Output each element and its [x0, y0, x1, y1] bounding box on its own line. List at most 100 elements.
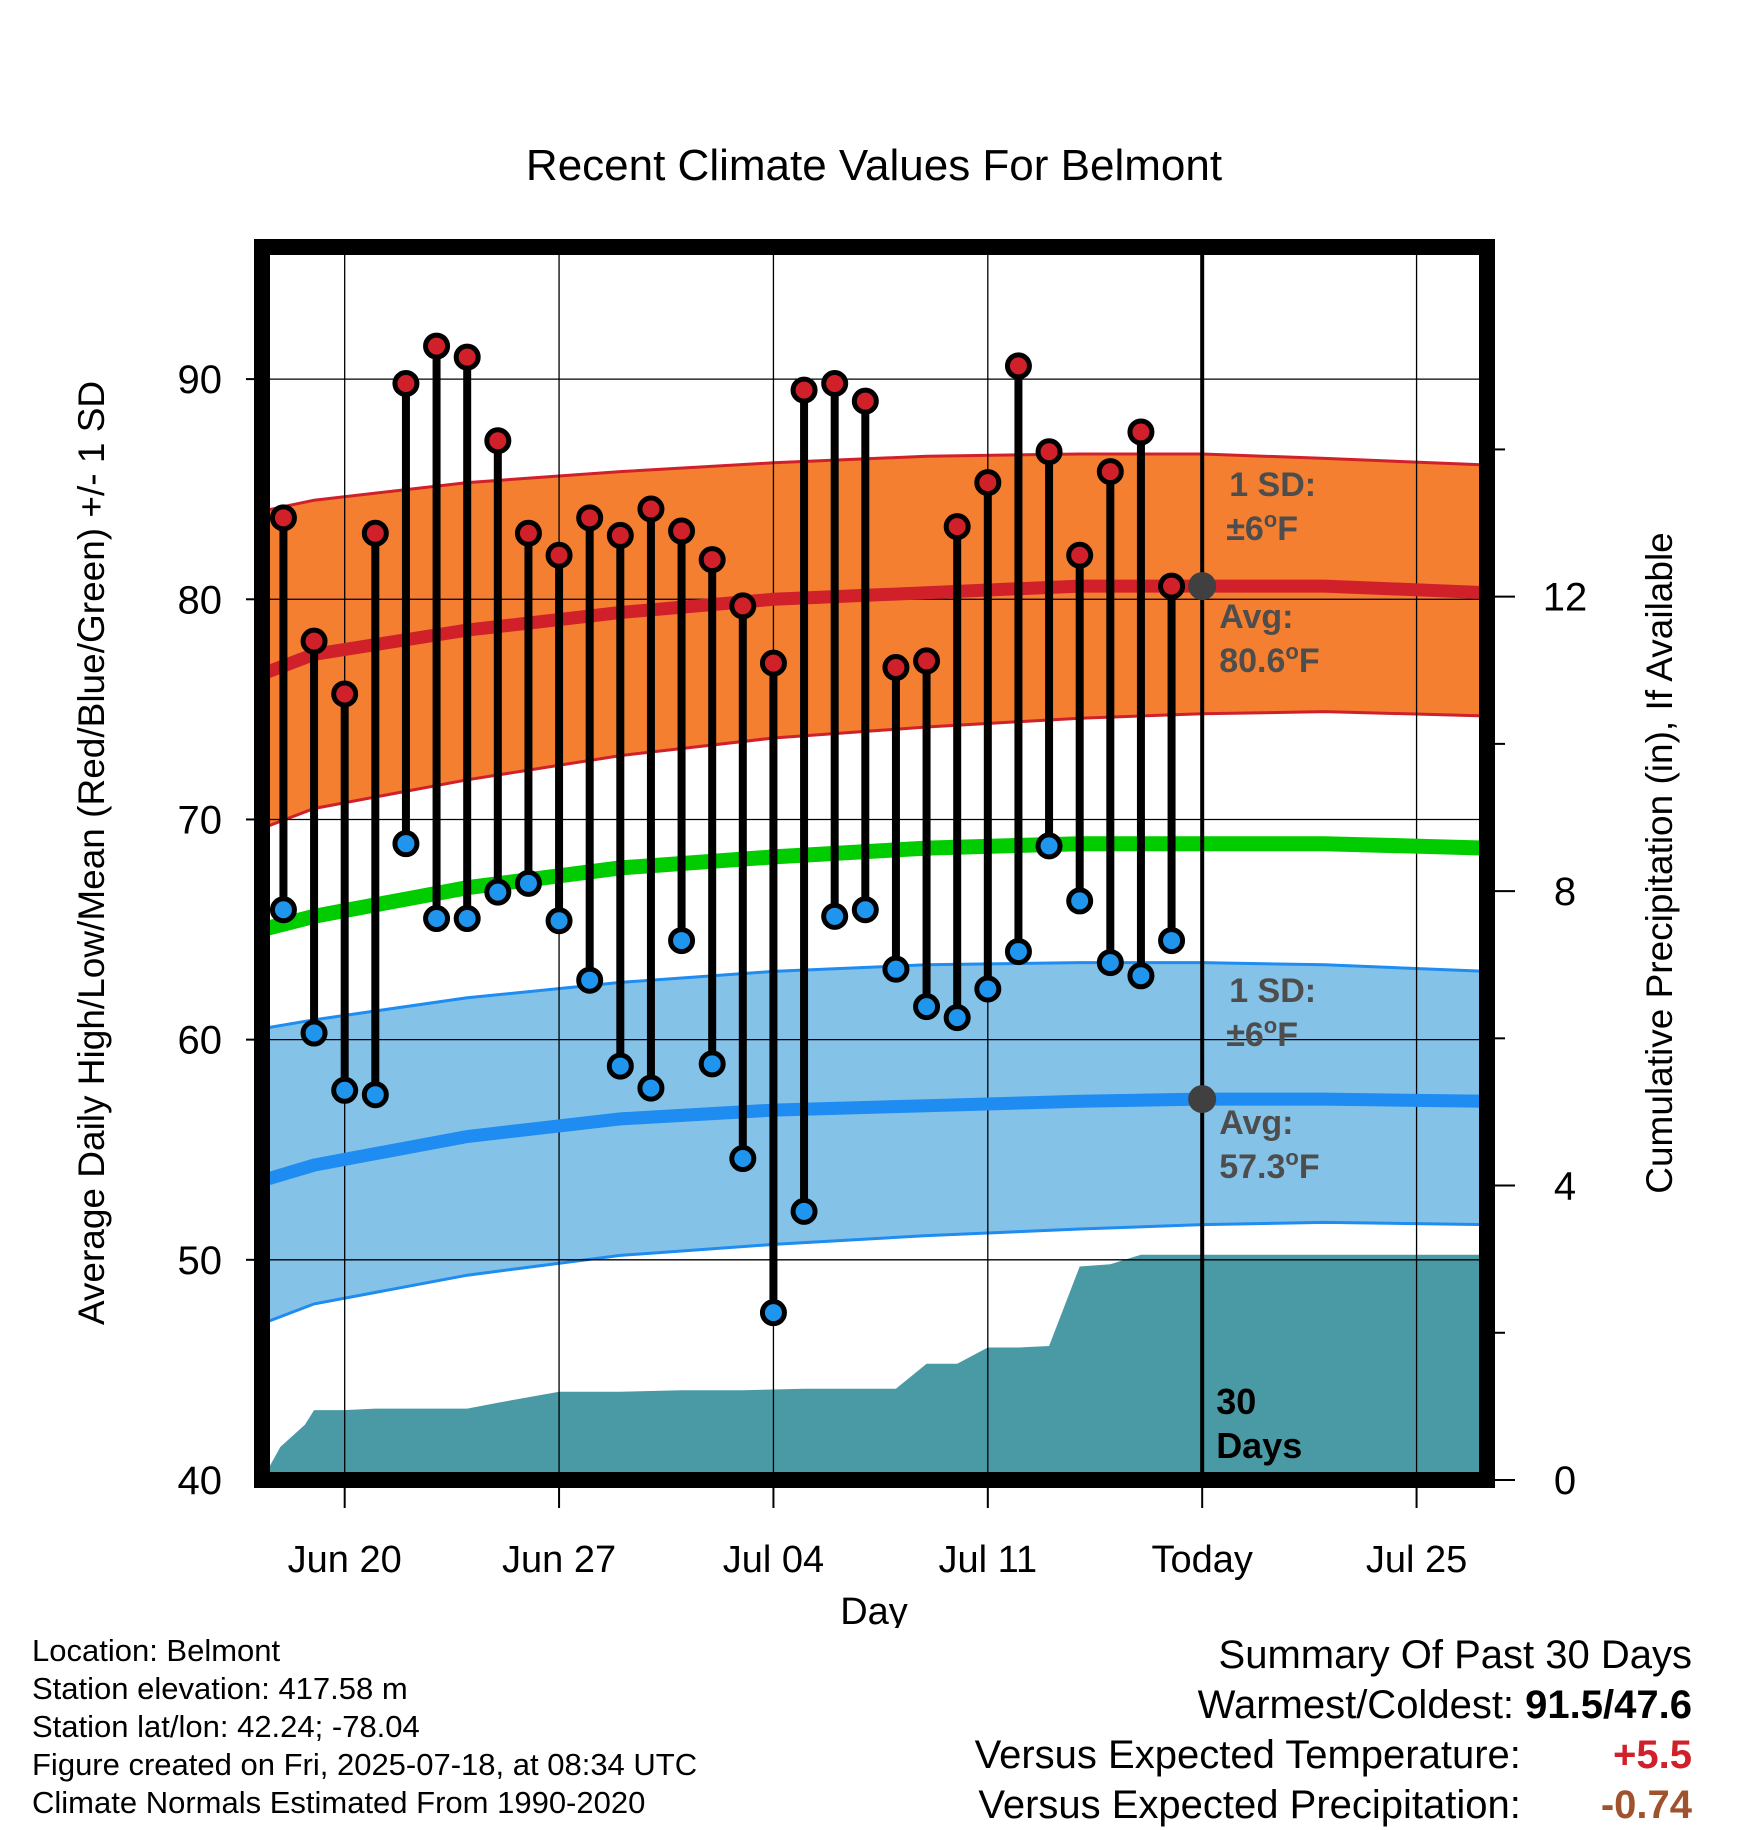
low-avg-value: 57.3oF	[1219, 1145, 1319, 1186]
daily-high-point	[545, 541, 573, 569]
y-tick-label-right: 8	[1554, 870, 1576, 914]
plot-frame	[254, 239, 1495, 1488]
daily-low-point	[423, 905, 451, 933]
x-tick-label: Jun 27	[502, 1539, 616, 1581]
elevation-text: Station elevation: 417.58 m	[32, 1671, 408, 1706]
daily-low-point	[759, 1299, 787, 1327]
daily-high-point	[913, 647, 941, 675]
daily-high-point	[361, 519, 389, 547]
climate-chart: Recent Climate Values For Belmont 1 SD:±…	[71, 141, 1680, 1628]
high-avg-label: Avg:	[1219, 598, 1293, 636]
daily-low-point	[851, 896, 879, 924]
daily-low-point	[576, 966, 604, 994]
y-tick-label-left: 90	[178, 358, 223, 402]
low-sd-label: 1 SD:	[1229, 972, 1316, 1010]
low-sd-value: ±6oF	[1226, 1013, 1298, 1054]
y-tick-label-right: 4	[1554, 1165, 1576, 1209]
daily-high-point	[576, 504, 604, 532]
y-tick-label-right: 0	[1554, 1459, 1576, 1503]
temperature-anomaly-label: Versus Expected Temperature:	[974, 1733, 1521, 1777]
low-avg-label: Avg:	[1219, 1104, 1293, 1142]
low-sd-lower-line	[262, 1220, 1487, 1326]
days-count-label: 30	[1216, 1381, 1256, 1422]
daily-low-point	[453, 905, 481, 933]
daily-high-point	[392, 370, 420, 398]
chart-title: Recent Climate Values For Belmont	[526, 141, 1222, 190]
normal-high-line	[262, 579, 1487, 681]
daily-low-point	[545, 907, 573, 935]
daily-low-point	[361, 1081, 389, 1109]
low-sd-upper-line	[262, 961, 1487, 1031]
daily-low-point	[821, 902, 849, 930]
precipitation-area	[262, 1254, 1487, 1480]
high-sd-upper-line	[262, 452, 1487, 513]
daily-high-point	[821, 370, 849, 398]
daily-low-point	[1096, 949, 1124, 977]
x-tick-label: Jul 11	[939, 1539, 1038, 1581]
daily-low-point	[943, 1004, 971, 1032]
daily-low-point	[1127, 962, 1155, 990]
daily-high-point	[851, 387, 879, 415]
x-tick-label: Jul 04	[723, 1539, 824, 1581]
plot-content	[262, 247, 1487, 1480]
y-tick-label-left: 40	[178, 1459, 223, 1503]
precipitation-anomaly-label: Versus Expected Precipitation:	[978, 1783, 1521, 1827]
summary-title: Summary Of Past 30 Days	[1218, 1633, 1692, 1677]
created-text: Figure created on Fri, 2025-07-18, at 08…	[32, 1747, 698, 1782]
daily-high-point	[759, 649, 787, 677]
warmest-coldest-label: Warmest/Coldest:	[1197, 1683, 1515, 1727]
daily-high-point	[974, 469, 1002, 497]
temperature-anomaly-value: +5.5	[1613, 1733, 1692, 1777]
daily-low-point	[1158, 927, 1186, 955]
y-tick-label-left: 50	[178, 1239, 223, 1283]
station-info: Location: Belmont Station elevation: 417…	[32, 1632, 697, 1822]
daily-low-point	[698, 1050, 726, 1078]
daily-high-point	[790, 376, 818, 404]
daily-low-point	[1066, 887, 1094, 915]
precipitation-anomaly-row: Versus Expected Precipitation: -0.74	[975, 1780, 1692, 1830]
location-text: Location: Belmont	[32, 1633, 281, 1668]
daily-high-point	[514, 519, 542, 547]
daily-low-point	[606, 1052, 634, 1080]
daily-low-point	[974, 975, 1002, 1003]
precipitation-anomaly-value: -0.74	[1600, 1783, 1692, 1827]
x-tick-label: Jun 20	[288, 1539, 402, 1581]
daily-high-point	[882, 654, 910, 682]
daily-high-point	[1066, 541, 1094, 569]
daily-high-point	[637, 495, 665, 523]
y-tick-label-left: 60	[178, 1019, 223, 1063]
summary-panel: Summary Of Past 30 Days Warmest/Coldest:…	[975, 1630, 1692, 1830]
temperature-anomaly-row: Versus Expected Temperature: +5.5	[975, 1730, 1692, 1780]
normal-low-line	[262, 1092, 1487, 1187]
daily-low-point	[269, 896, 297, 924]
daily-high-point	[698, 546, 726, 574]
today-low-avg-marker	[1188, 1085, 1217, 1114]
high-sd-label: 1 SD:	[1229, 466, 1316, 504]
x-tick-label: Jul 25	[1366, 1539, 1467, 1581]
daily-low-point	[514, 869, 542, 897]
y-axis-label-right: Cumulative Precipitation (in), If Availa…	[1639, 532, 1680, 1194]
warmest-coldest-value: 91.5/47.6	[1525, 1683, 1692, 1727]
daily-high-point	[269, 504, 297, 532]
daily-high-point	[300, 627, 328, 655]
daily-low-point	[1035, 832, 1063, 860]
daily-high-point	[1035, 438, 1063, 466]
x-tick-label: Today	[1151, 1539, 1252, 1581]
daily-high-point	[729, 592, 757, 620]
x-axis-label: Day	[840, 1591, 908, 1628]
daily-low-point	[392, 830, 420, 858]
daily-low-point	[790, 1197, 818, 1225]
high-sd-value: ±6oF	[1226, 507, 1298, 548]
y-tick-label-left: 80	[178, 578, 223, 622]
today-high-avg-marker	[1188, 572, 1217, 601]
normal-mean-line	[262, 836, 1487, 937]
y-tick-label-right: 12	[1543, 576, 1588, 620]
daily-low-point	[484, 878, 512, 906]
latlon-text: Station lat/lon: 42.24; -78.04	[32, 1709, 420, 1744]
daily-high-point	[606, 521, 634, 549]
low-sd-band	[262, 962, 1487, 1324]
daily-high-point	[453, 343, 481, 371]
daily-high-point	[1158, 572, 1186, 600]
daily-low-point	[637, 1074, 665, 1102]
